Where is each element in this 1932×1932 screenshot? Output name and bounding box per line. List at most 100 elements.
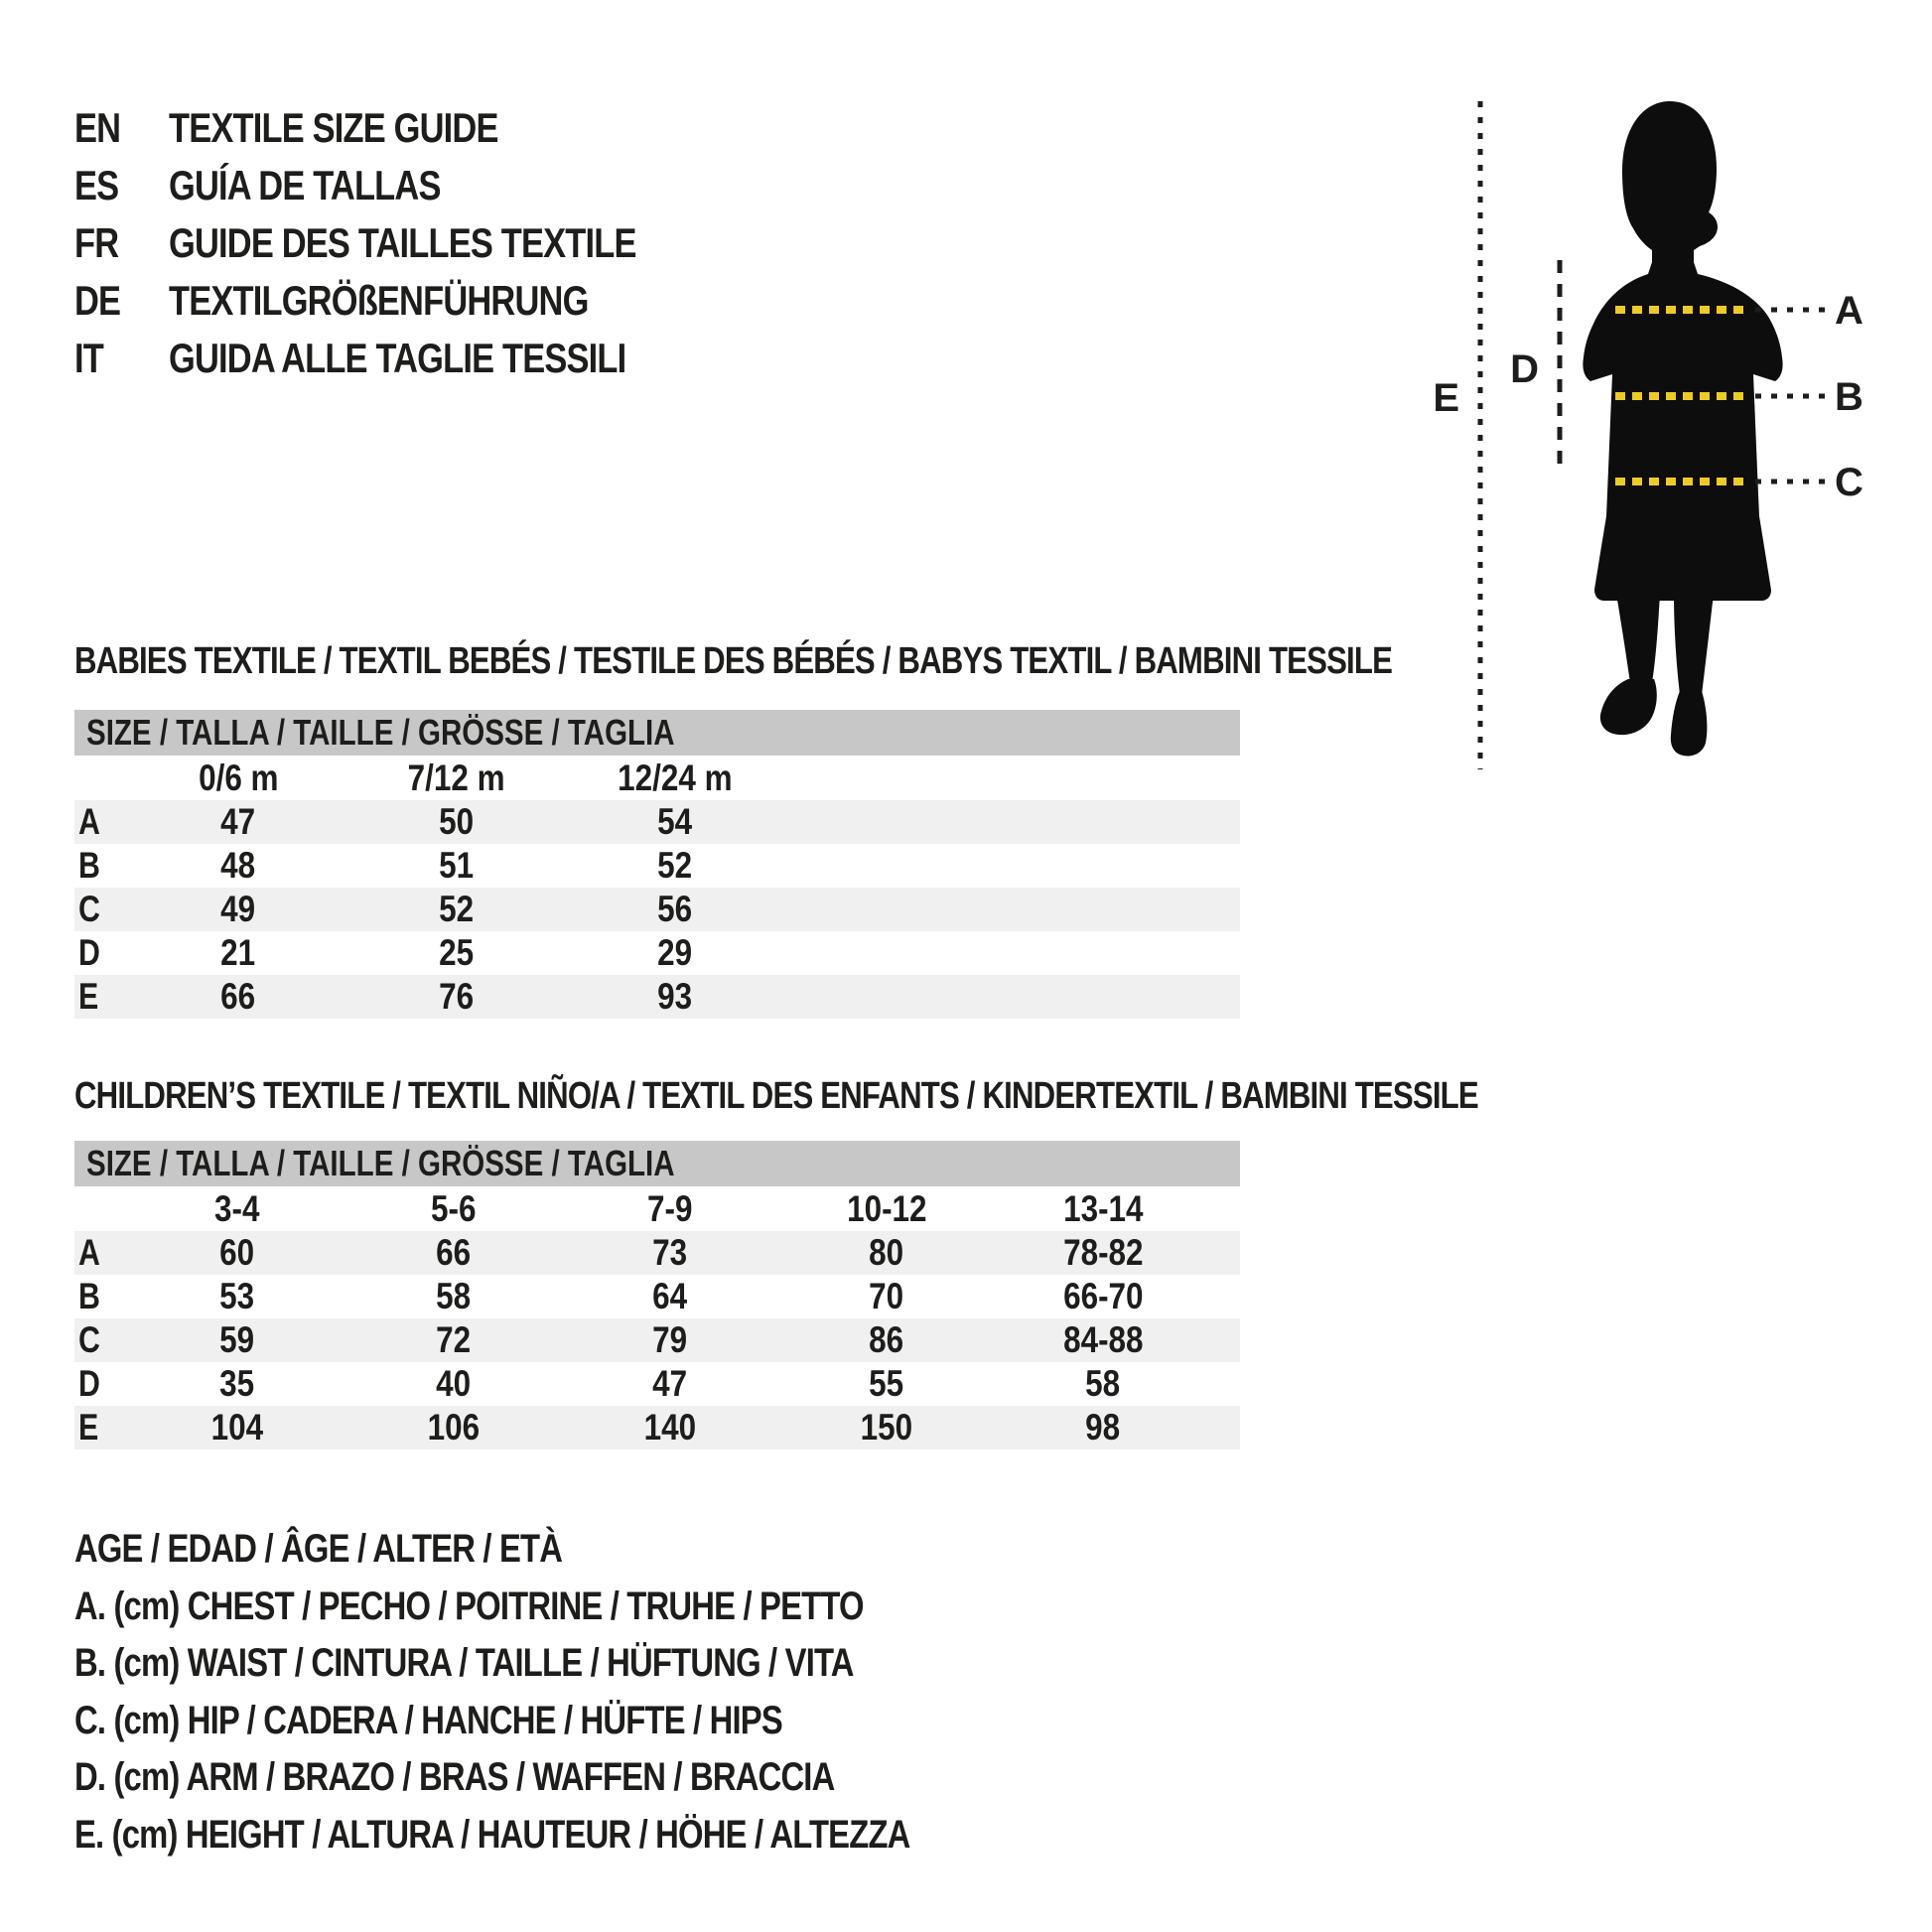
measure-label-b: B [1835,375,1863,419]
row-label: C [78,889,100,929]
language-code: EN [74,104,121,151]
language-row: ES GUÍA DE TALLAS [74,157,739,214]
row-label: C [78,1319,100,1360]
column-header: 12/24 m [618,757,733,798]
child-silhouette [1583,101,1783,757]
language-title-list: EN TEXTILE SIZE GUIDE ES GUÍA DE TALLAS FR GU… [74,99,739,387]
table-cell: 52 [439,889,475,929]
table-cell: 56 [657,889,693,929]
table-cell: 25 [439,932,475,973]
legend-line: D. (cm) ARM / BRAZO / BRAS / WAFFEN / BR… [74,1755,835,1799]
table-row: E 66 76 93 [74,975,1240,1019]
row-label: D [78,932,100,973]
table-cell: 79 [652,1319,688,1360]
table-cell: 84-88 [1062,1319,1144,1360]
table-cell: 70 [869,1276,904,1316]
legend-line: B. (cm) WAIST / CINTURA / TAILLE / HÜFTU… [74,1641,854,1685]
table-cell: 59 [219,1319,255,1360]
table-cell: 66-70 [1062,1276,1144,1316]
table-cell: 66 [436,1232,472,1273]
language-code: IT [74,335,104,381]
table-cell: 48 [220,845,256,886]
measure-line-c: C [1615,461,1863,504]
language-title: GUIDE DES TAILLES TEXTILE [169,219,636,266]
table-cell: 55 [869,1363,904,1404]
table-cell: 58 [1085,1363,1121,1404]
table-cell: 53 [219,1276,255,1316]
row-label: A [78,801,100,842]
language-title: GUIDA ALLE TAGLIE TESSILI [169,335,626,381]
legend-line: E. (cm) HEIGHT / ALTURA / HAUTEUR / HÖHE… [74,1812,910,1857]
column-header: 7-9 [647,1187,693,1229]
table-cell: 106 [427,1407,481,1448]
row-label: E [78,976,99,1017]
measure-label-c: C [1835,461,1863,504]
table-cell: 76 [439,976,475,1017]
column-header: 3-4 [214,1187,260,1229]
table-row: E 104 106 140 150 98 [74,1406,1240,1449]
babies-column-header-row: 0/6 m 7/12 m 12/24 m [74,756,1240,800]
babies-size-table: SIZE / TALLA / TAILLE / GRÖSSE / TAGLIA … [74,710,1240,1019]
row-label: A [78,1232,100,1273]
table-cell: 140 [643,1407,697,1448]
children-column-header-row: 3-4 5-6 7-9 10-12 13-14 [74,1186,1240,1231]
table-cell: 73 [652,1232,688,1273]
column-header: 13-14 [1062,1187,1144,1229]
child-measurement-figure: A B C D E [1433,101,1863,769]
row-label: D [78,1363,100,1404]
table-cell: 35 [219,1363,255,1404]
table-cell: 64 [652,1276,688,1316]
language-title: TEXTILGRÖßENFÜHRUNG [169,277,589,324]
row-label: B [78,845,100,886]
column-header: 7/12 m [408,757,505,798]
table-cell: 29 [657,932,693,973]
language-title: TEXTILE SIZE GUIDE [169,104,498,151]
language-row: DE TEXTILGRÖßENFÜHRUNG [74,272,739,330]
legend-line: C. (cm) HIP / CADERA / HANCHE / HÜFTE / … [74,1698,783,1742]
language-row: EN TEXTILE SIZE GUIDE [74,99,739,157]
table-cell: 93 [657,976,693,1017]
size-header-bar: SIZE / TALLA / TAILLE / GRÖSSE / TAGLIA [74,1141,1240,1186]
measure-line-a: A [1615,289,1863,333]
measure-label-e: E [1433,376,1459,420]
table-row: C 59 72 79 86 84-88 [74,1318,1240,1362]
table-cell: 47 [652,1363,688,1404]
table-cell: 66 [220,976,256,1017]
column-header: 10-12 [846,1187,927,1229]
language-row: FR GUIDE DES TAILLES TEXTILE [74,214,739,272]
children-section-title: CHILDREN’S TEXTILE / TEXTIL NIÑO/A / TEX… [74,1075,1479,1117]
language-code: DE [74,277,121,324]
measure-line-b: B [1615,375,1863,419]
table-row: A 47 50 54 [74,800,1240,844]
table-cell: 21 [220,932,256,973]
table-cell: 60 [219,1232,255,1273]
table-cell: 52 [657,845,693,886]
table-cell: 47 [220,801,256,842]
table-cell: 104 [210,1407,264,1448]
table-row: D 21 25 29 [74,931,1240,975]
table-cell: 58 [436,1276,472,1316]
language-row: IT GUIDA ALLE TAGLIE TESSILI [74,330,739,387]
language-code: ES [74,162,119,208]
measure-label-d: D [1510,347,1539,391]
table-row: A 60 66 73 80 78-82 [74,1231,1240,1275]
table-cell: 54 [657,801,693,842]
table-cell: 51 [439,845,475,886]
table-row: D 35 40 47 55 58 [74,1362,1240,1406]
language-title: GUÍA DE TALLAS [169,162,441,208]
children-size-table: SIZE / TALLA / TAILLE / GRÖSSE / TAGLIA … [74,1141,1240,1449]
legend-line: A. (cm) CHEST / PECHO / POITRINE / TRUHE… [74,1584,865,1628]
table-cell: 150 [860,1407,913,1448]
row-label: B [78,1276,100,1316]
language-code: FR [74,219,119,266]
size-header-bar: SIZE / TALLA / TAILLE / GRÖSSE / TAGLIA [74,710,1240,756]
table-cell: 50 [439,801,475,842]
table-cell: 78-82 [1062,1232,1144,1273]
measure-label-a: A [1835,289,1863,333]
table-row: C 49 52 56 [74,888,1240,931]
table-row: B 53 58 64 70 66-70 [74,1275,1240,1318]
column-header: 0/6 m [198,757,279,798]
column-header: 5-6 [431,1187,477,1229]
table-cell: 40 [436,1363,472,1404]
